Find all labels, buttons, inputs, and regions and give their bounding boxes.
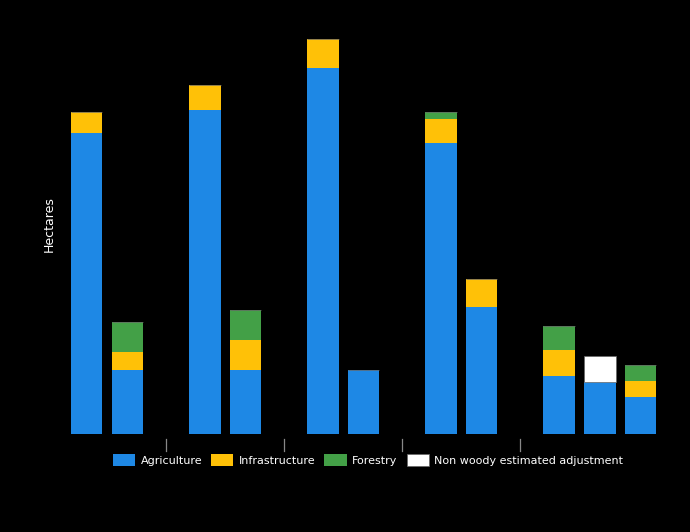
- Bar: [348, 370, 380, 434]
- Bar: [425, 112, 457, 119]
- Legend: Agriculture, Infrastructure, Forestry, Non woody estimated adjustment: Agriculture, Infrastructure, Forestry, N…: [108, 450, 628, 470]
- Y-axis label: Hectares: Hectares: [43, 196, 56, 252]
- Bar: [230, 370, 262, 434]
- Bar: [307, 39, 339, 68]
- Bar: [466, 307, 497, 434]
- Bar: [230, 310, 262, 340]
- Bar: [466, 279, 497, 307]
- Bar: [112, 370, 144, 434]
- Bar: [543, 376, 575, 434]
- Bar: [230, 340, 262, 370]
- Bar: [189, 85, 221, 110]
- Bar: [70, 134, 103, 434]
- Bar: [624, 365, 656, 381]
- Bar: [307, 68, 339, 434]
- Bar: [425, 143, 457, 434]
- Bar: [584, 356, 615, 382]
- Bar: [112, 322, 144, 352]
- Bar: [624, 397, 656, 434]
- Bar: [584, 382, 615, 434]
- Bar: [189, 110, 221, 434]
- Bar: [112, 352, 144, 370]
- Bar: [70, 112, 103, 134]
- Bar: [425, 119, 457, 143]
- Bar: [543, 350, 575, 376]
- Bar: [624, 381, 656, 397]
- Bar: [543, 326, 575, 350]
